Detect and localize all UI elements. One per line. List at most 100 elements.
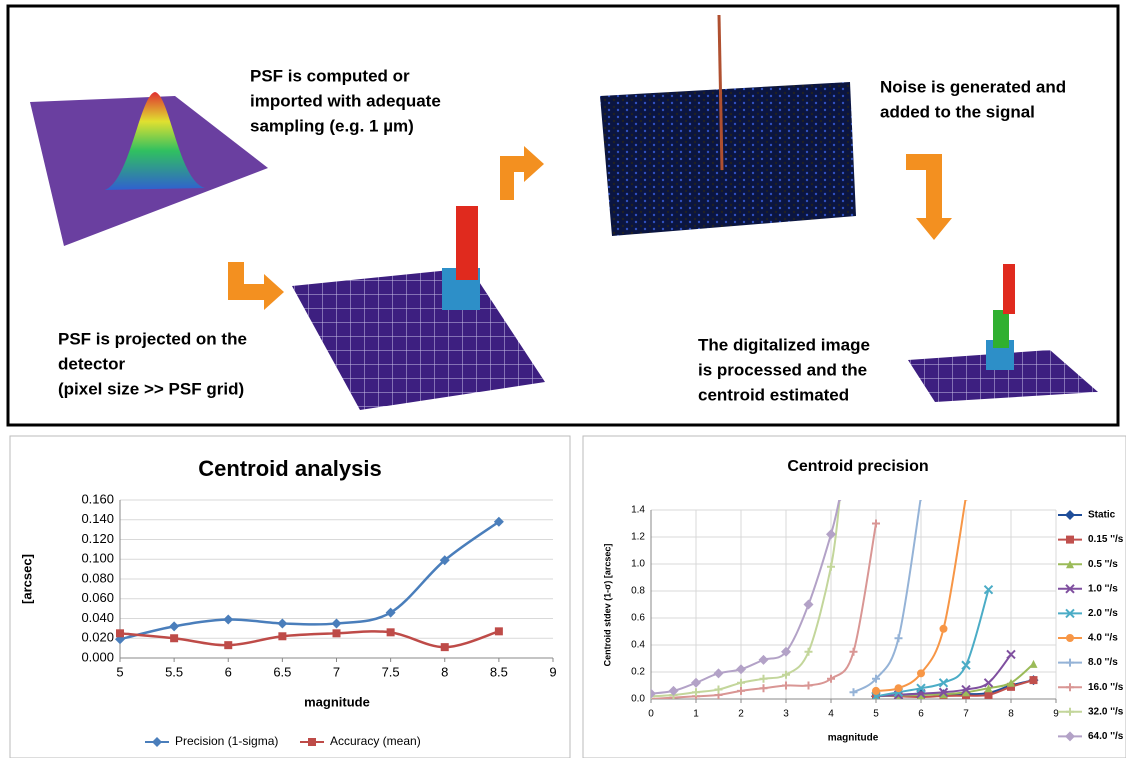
point (277, 618, 287, 628)
point (495, 627, 503, 635)
step-text: added to the signal (880, 102, 1035, 121)
legend-label: 64.0 ''/s (1088, 731, 1124, 742)
legend-label: 4.0 ''/s (1088, 633, 1118, 644)
y-tick-label: 0.8 (631, 586, 645, 597)
legend-label: 2.0 ''/s (1088, 608, 1118, 619)
legend-marker (1065, 510, 1075, 520)
point (917, 493, 925, 501)
x-tick-label: 5 (873, 709, 879, 720)
point (850, 648, 858, 656)
point (691, 678, 701, 688)
x-tick-label: 7 (963, 709, 969, 720)
point (850, 688, 858, 696)
step-text: detector (58, 354, 125, 373)
y-tick-label: 1.4 (631, 505, 645, 516)
series-line (854, 497, 922, 693)
y-tick-label: 0.080 (81, 570, 114, 585)
point (692, 688, 700, 696)
y-tick-label: 0.0 (631, 694, 645, 705)
point (223, 614, 233, 624)
point (760, 675, 768, 683)
point (332, 618, 342, 628)
x-tick-label: 1 (693, 709, 699, 720)
x-tick-label: 8 (1008, 709, 1014, 720)
psf-surface (30, 92, 268, 246)
x-tick-label: 6 (918, 709, 924, 720)
y-axis-label: [arcsec] (19, 554, 34, 604)
point (387, 628, 395, 636)
x-tick-label: 0 (648, 709, 654, 720)
x-tick-label: 9 (549, 664, 556, 679)
x-axis-label: magnitude (828, 733, 879, 744)
point (278, 632, 286, 640)
legend-marker (1066, 683, 1074, 691)
chart-title: Centroid precision (787, 458, 928, 475)
point (804, 600, 814, 610)
series-line (876, 590, 989, 697)
legend-label: 1.0 ''/s (1088, 583, 1118, 594)
processed-image (908, 264, 1098, 402)
x-tick-label: 5 (116, 664, 123, 679)
point (940, 625, 948, 633)
point (759, 655, 769, 665)
y-tick-label: 0.160 (81, 491, 114, 506)
series-line (651, 497, 840, 694)
y-tick-label: 0.140 (81, 511, 114, 526)
point (940, 679, 948, 687)
point (872, 520, 880, 528)
point (169, 621, 179, 631)
point (736, 664, 746, 674)
step-text: imported with adequate (250, 91, 441, 110)
plot-area (115, 517, 504, 651)
plot-area (646, 492, 1039, 704)
point (224, 641, 232, 649)
y-tick-label: 0.100 (81, 551, 114, 566)
step-text: sampling (e.g. 1 µm) (250, 116, 414, 135)
x-tick-label: 3 (783, 709, 789, 720)
point (836, 493, 844, 501)
y-tick-label: 0.060 (81, 590, 114, 605)
x-tick-label: 6 (225, 664, 232, 679)
x-tick-label: 8 (441, 664, 448, 679)
point (895, 634, 903, 642)
step-text: (pixel size >> PSF grid) (58, 379, 244, 398)
legend-marker (308, 738, 316, 746)
legend-label: 8.0 ''/s (1088, 657, 1118, 668)
point (1030, 676, 1038, 684)
legend-label: 0.5 ''/s (1088, 559, 1118, 570)
step-text: The digitalized image (698, 335, 870, 354)
y-tick-label: 0.040 (81, 610, 114, 625)
step-text: centroid estimated (698, 385, 849, 404)
y-axis-label: Centroid stdev (1-σ) [arcsec] (602, 544, 612, 667)
legend-marker (1066, 536, 1074, 544)
legend-marker (1066, 708, 1074, 716)
chart-frame (583, 436, 1126, 758)
point (1030, 660, 1038, 668)
y-tick-label: 0.000 (81, 649, 114, 664)
x-tick-label: 2 (738, 709, 744, 720)
point (917, 669, 925, 677)
legend-label: Accuracy (mean) (330, 734, 421, 748)
chart-title: Centroid analysis (198, 456, 381, 481)
x-tick-label: 8.5 (490, 664, 508, 679)
y-tick-label: 1.2 (631, 532, 645, 543)
point (805, 648, 813, 656)
x-tick-label: 6.5 (273, 664, 291, 679)
point (737, 679, 745, 687)
point (170, 634, 178, 642)
noise-image (600, 15, 856, 236)
point (441, 643, 449, 651)
step-text: Noise is generated and (880, 77, 1066, 96)
point (760, 684, 768, 692)
point (962, 493, 970, 501)
step-text: PSF is projected on the (58, 329, 247, 348)
point (805, 682, 813, 690)
series-line (651, 524, 876, 700)
y-tick-label: 0.4 (631, 640, 645, 651)
point (333, 629, 341, 637)
legend-marker (152, 737, 162, 747)
page: PSF is computed orimported with adequate… (0, 0, 1126, 758)
legend-label: 0.15 ''/s (1088, 534, 1124, 545)
y-tick-label: 0.2 (631, 667, 645, 678)
legend-marker (1065, 731, 1075, 741)
